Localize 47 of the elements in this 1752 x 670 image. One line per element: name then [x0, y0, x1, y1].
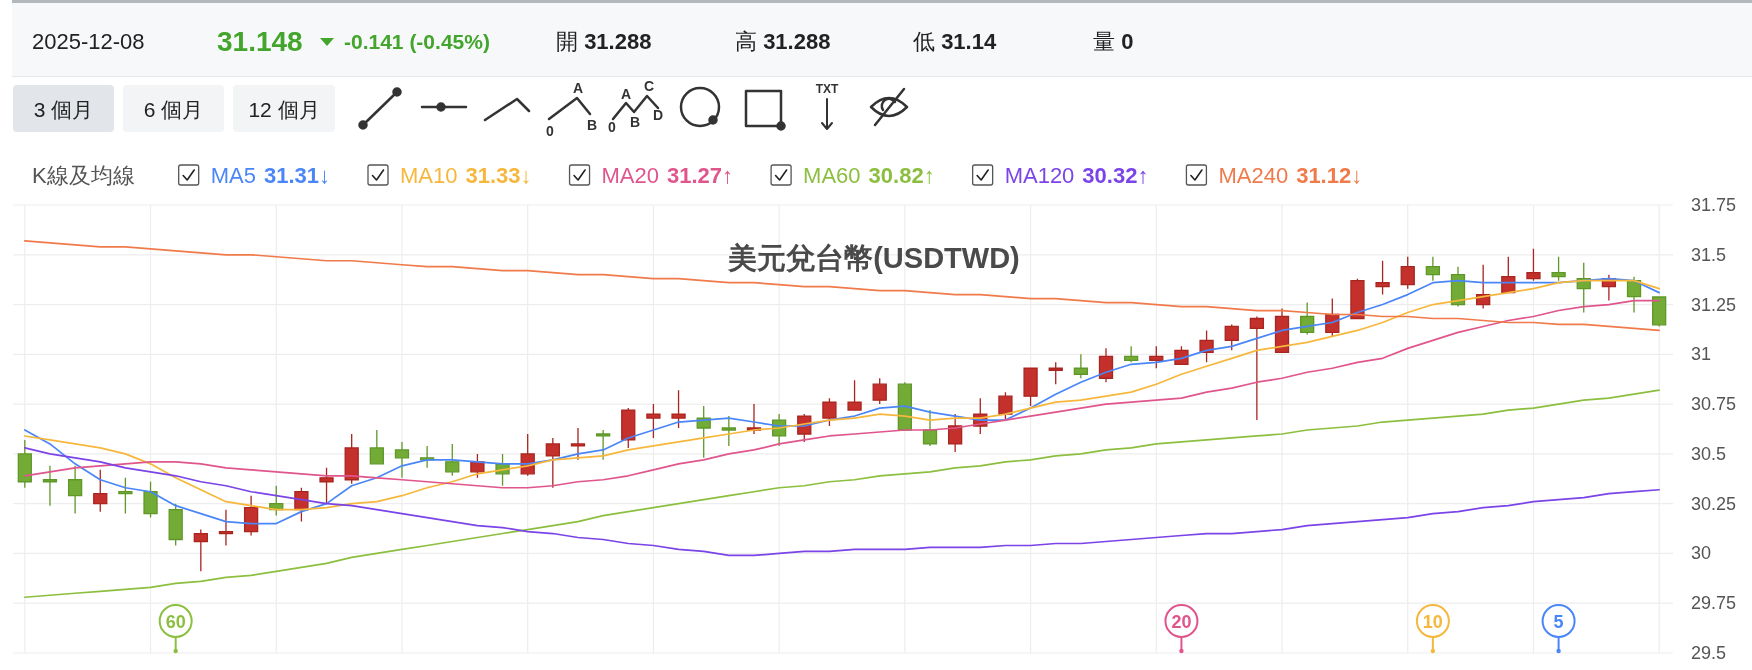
text: C: [643, 78, 655, 94]
text: 30.32↑: [1082, 162, 1149, 188]
text: A: [620, 86, 632, 102]
y-tick-label: 29.5: [1691, 643, 1727, 663]
text: 美元兌台幣(USDTWD): [727, 242, 1020, 274]
text: B: [629, 114, 641, 130]
legend-title: K線及均線: [32, 162, 135, 188]
annotation: 10: [1422, 611, 1443, 632]
text: TXT: [815, 82, 839, 96]
text: MA240: [1218, 162, 1289, 188]
y-tick-label: 31: [1691, 344, 1712, 365]
text: 0: [608, 119, 617, 135]
y-tick-label: 30.25: [1691, 493, 1737, 514]
text: 30.82↑: [868, 162, 935, 188]
text: MA120: [1004, 162, 1075, 188]
text: -0.141 (-0.45%): [344, 29, 490, 53]
text: 31.33↓: [465, 162, 532, 188]
y-tick-label: 31.5: [1691, 244, 1727, 265]
text: 31.31↓: [263, 162, 330, 188]
text: 低 31.14: [913, 28, 997, 54]
range-button: 12 個月: [233, 85, 335, 132]
y-tick-label: 30.5: [1691, 443, 1727, 464]
text: MA10: [400, 162, 458, 188]
y-tick-label: 30.75: [1691, 394, 1737, 415]
text: 高 31.288: [735, 28, 831, 54]
y-tick-label: 31.75: [1691, 195, 1737, 215]
text: A: [572, 80, 584, 96]
text: MA20: [601, 162, 660, 188]
text: 31.148: [217, 25, 303, 57]
text: D: [652, 107, 664, 123]
text: 0: [546, 123, 555, 139]
text: 2025-12-08: [32, 28, 145, 54]
range-button: 6 個月: [123, 85, 224, 132]
annotation: 60: [165, 611, 186, 632]
text: B: [586, 117, 598, 133]
text: 開 31.288: [556, 28, 652, 54]
text: MA5: [210, 162, 256, 188]
text: 31.12↓: [1296, 162, 1363, 188]
annotation: 5: [1553, 611, 1564, 632]
text: MA60: [803, 162, 861, 188]
text: 量 0: [1093, 28, 1134, 54]
annotation: 20: [1171, 611, 1192, 632]
y-tick-label: 30: [1691, 543, 1712, 564]
range-button: 3 個月: [13, 85, 114, 132]
y-tick-label: 29.75: [1691, 593, 1737, 614]
y-tick-label: 31.25: [1691, 294, 1737, 315]
text: 31.27↑: [667, 162, 734, 188]
